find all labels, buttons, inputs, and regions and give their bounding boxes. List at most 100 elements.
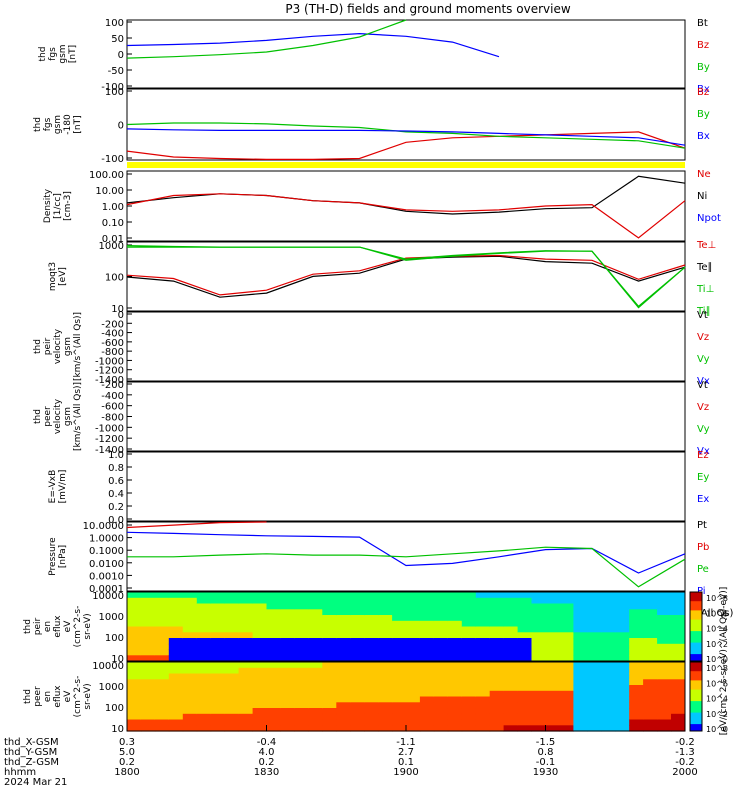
y-axis-label: thd	[33, 117, 43, 132]
spectrogram-cell	[629, 725, 644, 732]
spectrogram-cell	[629, 638, 644, 645]
spectrogram-cell	[503, 702, 518, 709]
spectrogram-cell	[308, 597, 323, 605]
spectrogram-cell	[657, 626, 672, 633]
spectrogram-cell	[294, 643, 309, 651]
spectrogram-cell	[517, 615, 532, 622]
spectrogram-cell	[601, 673, 616, 680]
colorbar-tick-label: 10^4	[706, 695, 728, 704]
spectrogram-cell	[378, 609, 393, 616]
y-axis-label: (cm^2-s-	[73, 606, 83, 648]
spectrogram-cell	[615, 685, 630, 692]
spectrogram-cell	[336, 679, 351, 686]
spectrogram-cell	[182, 667, 198, 675]
spectrogram-cell	[154, 626, 170, 633]
spectrogram-cell	[671, 620, 686, 628]
spectrogram-cell	[559, 667, 574, 675]
spectrogram-cell	[308, 702, 323, 709]
spectrogram-cell	[210, 643, 226, 651]
spectrogram-cell	[657, 643, 672, 651]
spectrogram-cell	[238, 708, 253, 715]
colorbar-tick-label: 10^2	[706, 710, 728, 719]
spectrogram-cell	[587, 632, 602, 639]
spectrogram-cell	[238, 667, 253, 675]
spectrogram-cell	[266, 690, 281, 698]
spectrogram-cell	[601, 662, 616, 669]
spectrogram-cell	[447, 626, 463, 633]
y-tick-label: -400	[101, 391, 124, 402]
spectrogram-cell	[168, 725, 184, 732]
spectrogram-cell	[475, 592, 491, 599]
y-axis-label: thd	[33, 409, 43, 424]
time-axis-value: 0.2	[119, 757, 135, 768]
spectrogram-cell	[308, 655, 323, 662]
spectrogram-cell	[182, 713, 198, 721]
y-tick-label: 10000	[92, 661, 124, 672]
spectrogram-cell	[322, 638, 337, 645]
spectrogram-cell	[419, 685, 435, 692]
spectrogram-cell	[433, 626, 449, 633]
spectrogram-cell	[168, 719, 184, 726]
colorbar-cell	[690, 642, 702, 646]
panel-frame	[126, 88, 686, 161]
spectrogram-cell	[559, 725, 574, 732]
spectrogram-cell	[573, 679, 588, 686]
spectrogram-cell	[238, 679, 253, 686]
colorbar-cell	[690, 703, 702, 707]
spectrogram-cell	[601, 649, 616, 656]
y-tick-label: -1000	[95, 423, 124, 434]
time-axis-value: -0.1	[536, 757, 556, 768]
spectrogram-cell	[629, 626, 644, 633]
spectrogram-cell	[322, 632, 337, 639]
spectrogram-cell	[671, 679, 686, 686]
spectrogram-cell	[587, 655, 602, 662]
spectrogram-cell	[392, 725, 407, 732]
spectrogram-cell	[545, 679, 560, 686]
spectrogram-cell	[419, 620, 435, 628]
colorbar-cell	[690, 687, 702, 691]
spectrogram-cell	[308, 719, 323, 726]
colorbar-cell	[690, 656, 702, 660]
spectrogram-cell	[475, 632, 491, 639]
spectrogram-cell	[601, 626, 616, 633]
spectrogram-cell	[545, 603, 560, 610]
spectrogram-cell	[127, 713, 142, 721]
spectrogram-cell	[266, 609, 281, 616]
spectrogram-cell	[168, 643, 184, 651]
spectrogram-cell	[154, 679, 170, 686]
spectrogram-cell	[489, 597, 505, 605]
y-tick-label: 0.0001	[89, 584, 124, 595]
spectrogram-cell	[210, 719, 226, 726]
spectrogram-cell	[196, 626, 212, 633]
y-tick-label: -600	[101, 402, 124, 413]
spectrogram-cell	[601, 632, 616, 639]
time-axis-value: 0.2	[259, 757, 275, 768]
spectrogram-cell	[210, 702, 226, 709]
spectrogram-cell	[573, 632, 588, 639]
spectrogram-cell	[587, 679, 602, 686]
spectrogram-cell	[266, 620, 281, 628]
spectrogram-cell	[545, 620, 560, 628]
spectrogram-cell	[350, 603, 365, 610]
spectrogram-cell	[517, 690, 532, 698]
y-axis-label: moqt3	[48, 262, 58, 291]
spectrogram-cell	[168, 626, 184, 633]
spectrogram-cell	[489, 679, 505, 686]
legend-item: Ey	[697, 472, 709, 483]
spectrogram-cell	[419, 713, 435, 721]
spectrogram-cell	[322, 615, 337, 622]
spectrogram-cell	[140, 643, 156, 651]
colorbar-cell	[690, 671, 702, 674]
spectrogram-cell	[419, 609, 435, 616]
spectrogram-cell	[545, 702, 560, 709]
spectrogram-cell	[475, 603, 491, 610]
spectrogram-cell	[378, 649, 393, 656]
colorbar-tick-label: 10^4	[706, 625, 728, 634]
colorbar-cell	[690, 678, 702, 681]
spectrogram-cell	[127, 655, 142, 662]
spectrogram-cell	[587, 725, 602, 732]
spectrogram-cell	[615, 649, 630, 656]
legend-item: Vx	[697, 446, 710, 457]
spectrogram-cell	[601, 690, 616, 698]
spectrogram-cell	[517, 662, 532, 669]
